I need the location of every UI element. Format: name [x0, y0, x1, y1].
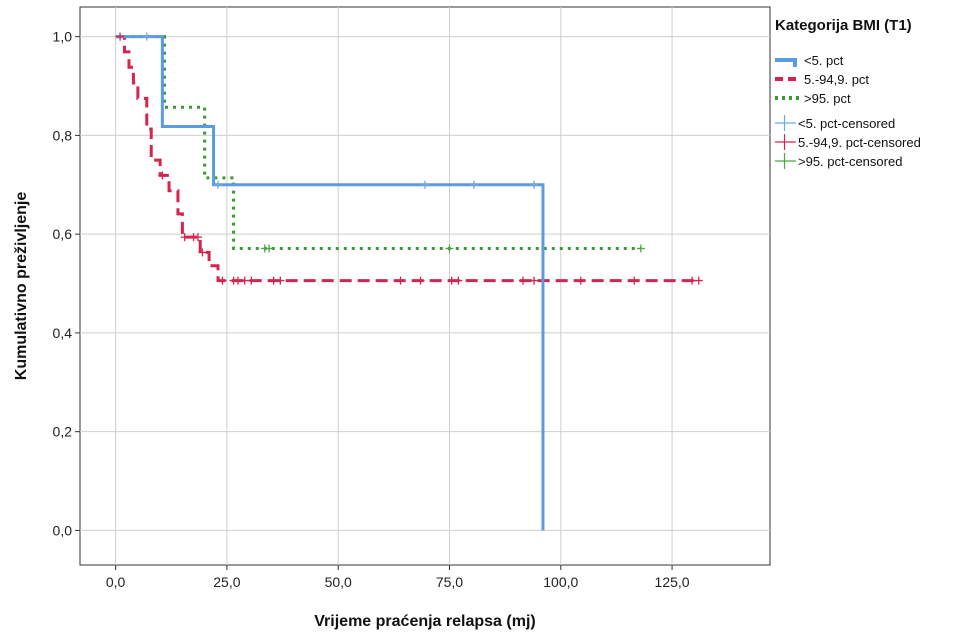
legend-label-series-3: >95. pct [804, 91, 851, 106]
legend-title: Kategorija BMI (T1) [775, 17, 912, 34]
x-tick-label: 50,0 [325, 574, 352, 590]
survival-curve-series-3 [115, 35, 641, 250]
censor-mark-series-2 [694, 276, 703, 285]
plot-frame [79, 6, 771, 566]
censor-mark-series-1 [530, 180, 539, 189]
censor-mark-series-2 [630, 276, 639, 285]
x-tick-label: 125,0 [655, 574, 690, 590]
censor-mark-series-2 [454, 276, 463, 285]
censor-mark-series-1 [214, 180, 222, 189]
x-tick-label: 0,0 [106, 574, 126, 590]
censor-mark-series-2 [447, 276, 456, 285]
legend-label-series-1: <5. pct [804, 53, 844, 68]
censor-mark-series-3 [265, 244, 274, 253]
y-tick-label: 0,4 [53, 325, 73, 341]
censor-mark-series-3 [445, 244, 454, 253]
censor-mark-series-2 [198, 248, 207, 257]
censor-mark-series-2 [180, 233, 189, 242]
censor-mark-series-2 [158, 171, 167, 180]
censor-mark-series-1 [421, 180, 429, 189]
censor-marks [116, 32, 703, 285]
survival-curve-series-2 [115, 35, 699, 283]
legend: Kategorija BMI (T1) <5. pct 5.-94,9. pct >… [775, 17, 921, 169]
censor-mark-series-2 [240, 276, 249, 285]
censor-mark-series-2 [234, 276, 243, 285]
y-tick-label: 0,8 [53, 127, 73, 143]
legend-label-censored-3: >95. pct-censored [798, 154, 902, 169]
censor-mark-series-2 [518, 276, 527, 285]
series-lines [115, 35, 699, 531]
legend-label-censored-1: <5. pct-censored [798, 116, 895, 131]
y-tick-label: 1,0 [53, 29, 73, 45]
axis-ticks: 0,0 25,0 50,0 75,0 100,0 125,0 0,0 0,2 0,4 0,6 0,8… [53, 29, 690, 590]
x-tick-label: 75,0 [436, 574, 463, 590]
legend-items: <5. pct 5.-94,9. pct >95. pct <5. pct-censo… [775, 53, 921, 169]
legend-label-series-2: 5.-94,9. pct [804, 72, 869, 87]
censor-mark-series-2 [218, 276, 227, 285]
y-tick-label: 0,0 [53, 522, 73, 538]
censor-mark-series-2 [576, 276, 585, 285]
y-tick-label: 0,2 [53, 424, 73, 440]
censor-mark-series-1 [142, 32, 151, 41]
x-axis-title: Vrijeme praćenja relapsa (mj) [314, 613, 535, 630]
censor-mark-series-2 [247, 276, 256, 285]
censor-mark-series-3 [636, 244, 645, 253]
censor-mark-series-2 [416, 276, 425, 285]
censor-mark-series-2 [530, 276, 539, 285]
survival-curve-series-1 [115, 35, 545, 531]
x-tick-label: 25,0 [213, 574, 240, 590]
x-tick-label: 100,0 [543, 574, 578, 590]
censor-mark-series-1 [469, 180, 478, 189]
censor-mark-series-2 [688, 276, 697, 285]
legend-label-censored-2: 5.-94,9. pct-censored [798, 135, 921, 150]
censor-mark-series-2 [193, 233, 202, 242]
censor-mark-series-2 [116, 32, 125, 41]
censor-mark-series-2 [269, 276, 278, 285]
y-tick-label: 0,6 [53, 226, 73, 242]
y-axis-title: Kumulativno preživljenje [13, 192, 30, 381]
censor-mark-series-2 [276, 276, 285, 285]
grid [80, 7, 770, 565]
censor-mark-series-2 [396, 276, 405, 285]
